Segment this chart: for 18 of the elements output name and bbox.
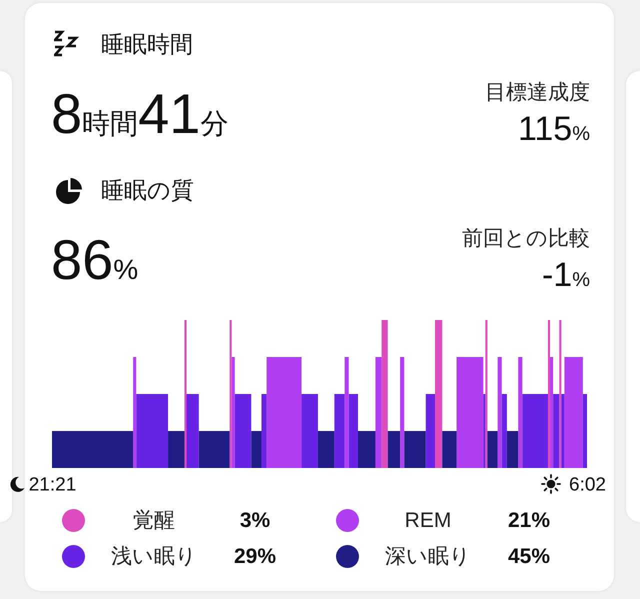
legend-label: 覚醒 bbox=[133, 508, 175, 532]
text: 86% bbox=[51, 228, 138, 291]
text: 3% bbox=[240, 508, 270, 532]
text: 45% bbox=[508, 544, 550, 568]
text: 21% bbox=[508, 508, 550, 532]
text: 29% bbox=[234, 544, 276, 568]
text: 睡眠の質 bbox=[101, 177, 194, 203]
legend-label: REM bbox=[404, 508, 452, 532]
text: -1% bbox=[542, 256, 590, 294]
x-tick-label: 21:21 bbox=[29, 474, 77, 496]
legend-label: 浅い眠り bbox=[111, 544, 197, 568]
text: 115% bbox=[518, 110, 590, 148]
text: 8時間41分 bbox=[51, 82, 228, 145]
text: 前回との比較 bbox=[462, 227, 590, 250]
legend-label: 深い眠り bbox=[385, 544, 471, 568]
text: 目標達成度 bbox=[485, 81, 590, 104]
x-tick-label: 6:02 bbox=[569, 474, 606, 496]
text: 睡眠時間 bbox=[101, 31, 193, 57]
